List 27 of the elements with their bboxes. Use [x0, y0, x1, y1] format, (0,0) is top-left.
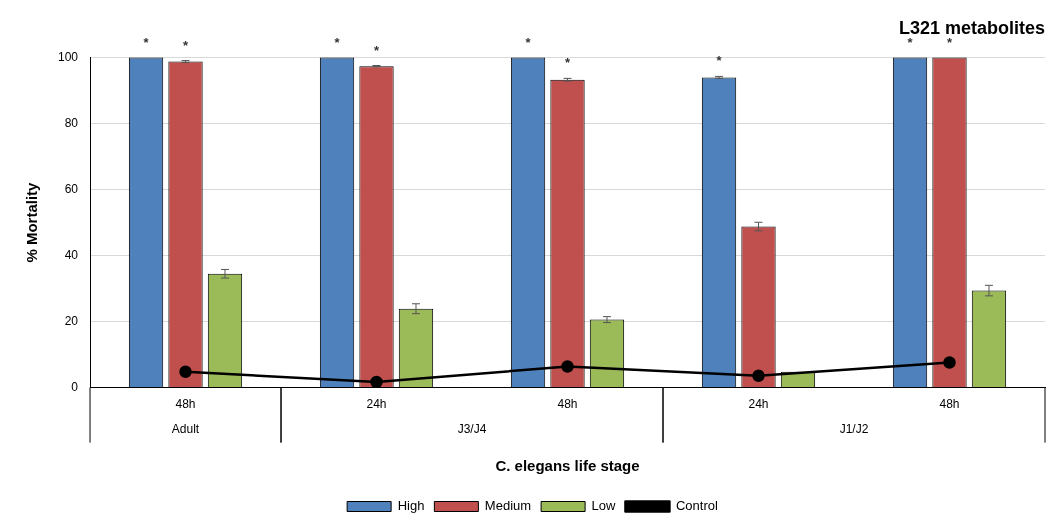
x-tick-label: 48h — [939, 397, 960, 412]
data-label: * — [334, 34, 341, 50]
data-label: * — [525, 34, 532, 50]
data-label: * — [564, 55, 571, 71]
x-tick-label: 24h — [366, 397, 387, 412]
data-label: * — [182, 37, 189, 53]
legend-label: Low — [591, 498, 617, 514]
x-tick-label: 24h — [748, 397, 769, 412]
legend-label: Control — [675, 498, 718, 514]
y-axis-title: % Mortality — [23, 181, 41, 263]
data-label: * — [373, 42, 380, 58]
y-tick-label: 100 — [57, 49, 79, 64]
data-label: * — [143, 34, 150, 50]
x-tick-label: 48h — [175, 397, 196, 412]
x-axis-title: C. elegans life stage — [495, 457, 640, 475]
data-label: * — [716, 53, 723, 69]
y-tick-label: 40 — [64, 247, 79, 262]
legend-label: Medium — [484, 498, 532, 514]
y-tick-label: 80 — [64, 115, 79, 130]
y-tick-label: 0 — [71, 379, 79, 394]
y-tick-label: 60 — [64, 181, 79, 196]
y-tick-label: 20 — [64, 313, 79, 328]
legend-label: High — [397, 498, 425, 514]
text: J3/J4 — [457, 421, 487, 436]
x-tick-label: 48h — [557, 397, 578, 412]
text: Adult — [171, 421, 200, 436]
text: J1/J2 — [839, 421, 869, 436]
